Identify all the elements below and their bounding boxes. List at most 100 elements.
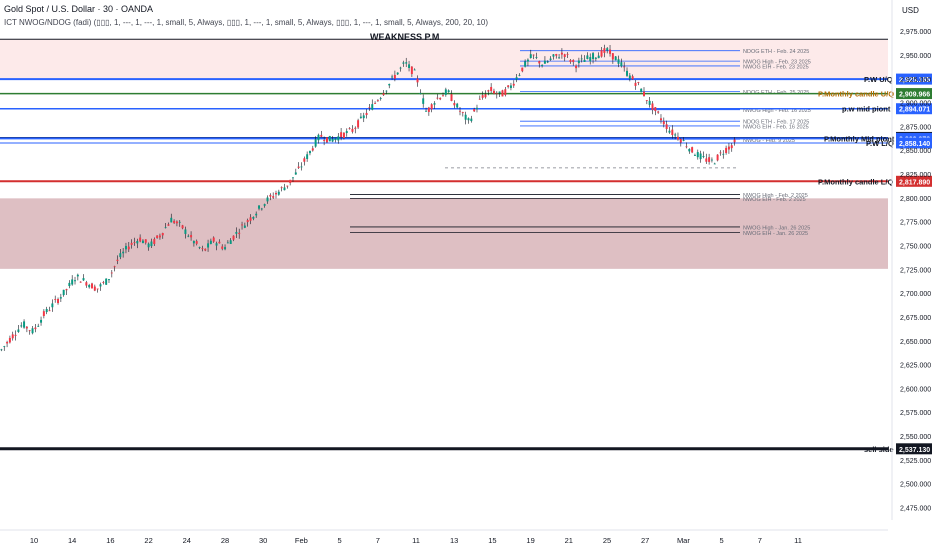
price-badge [896,443,932,455]
candle-body [153,239,156,245]
price-tick-label: 2,775.000 [900,220,931,227]
candle-body [164,227,167,229]
candle-body [727,146,730,150]
candle-body [430,104,433,110]
candle-body [238,232,241,235]
currency-label[interactable]: USD [902,6,919,15]
candle-body [303,158,306,162]
candle-body [167,224,170,226]
indicator-legend[interactable]: ICT NWOG/NDOG (fadi) (▯▯▯, 1, ---, 1, --… [4,18,489,27]
candle-body [337,136,340,141]
candle-body [589,57,592,62]
candle-body [173,220,176,223]
candle-body [702,156,705,158]
candle-body [28,330,31,332]
candle-body [59,297,62,299]
candle-body [733,139,736,143]
candle-body [577,60,580,64]
price-tick-label: 2,625.000 [900,363,931,370]
candle-body [286,185,289,187]
candle-body [674,134,677,136]
candle-body [181,225,184,229]
candle-body [495,93,498,95]
time-tick-label: 14 [68,536,76,545]
candle-body [532,54,535,56]
candle-body [399,67,402,69]
candle-body [475,107,478,110]
time-tick-label: 30 [259,536,267,545]
candle-body [478,98,481,100]
candle-body [68,282,71,287]
candle-body [408,64,411,68]
candle-body [668,130,671,133]
candle-body [266,197,269,202]
candle-body [371,104,374,110]
candle-body [110,272,113,274]
candle-body [306,154,309,160]
price-tick-label: 2,575.000 [900,410,931,417]
candle-body [0,349,3,351]
candle-body [543,60,546,64]
price-tick-label: 2,525.000 [900,458,931,465]
level-label: sell side [864,445,894,454]
candle-body [526,59,529,62]
candle-body [6,342,9,344]
symbol-title[interactable]: Gold Spot / U.S. Dollar · 30 · OANDA [4,4,154,14]
candle-body [116,259,119,261]
time-tick-label: 7 [376,536,380,545]
candle-body [524,61,527,67]
candle-body [14,334,17,336]
candle-body [572,59,575,63]
zones [0,39,888,269]
candle-body [17,329,20,332]
time-tick-label: Feb [295,536,308,545]
gap-label: NDOG ETH - Feb. 17 2025 [743,120,809,126]
candle-body [611,53,614,60]
candle-body [348,128,351,130]
candle-body [201,248,204,250]
time-tick-label: 15 [488,536,496,545]
candle-body [388,83,391,86]
candle-body [368,107,371,109]
candle-body [215,243,218,246]
candle-body [410,66,413,75]
price-badge-text: 2,909.966 [899,92,930,99]
candle-body [560,52,563,55]
candle-body [492,90,495,94]
candle-body [645,100,648,101]
candle-body [541,64,544,66]
candle-body [212,237,215,242]
price-badge [896,137,932,149]
time-tick-label: 11 [794,536,802,545]
candle-body [473,109,476,112]
candle-body [730,145,733,149]
candle-body [48,310,51,312]
candle-body [320,134,323,137]
gap-label: NWOG EIH - Feb. 16 2025 [743,124,809,130]
candle-body [141,240,144,244]
candle-body [419,93,422,94]
candle-body [226,242,229,244]
candle-body [634,82,637,86]
candle-body [328,135,331,142]
candle-body [643,91,645,97]
candle-body [96,288,99,290]
candle-body [280,187,283,189]
candle-body [314,139,317,147]
candle-body [334,138,337,141]
candle-body [139,237,142,242]
candle-body [184,229,187,234]
candle-body [207,243,210,248]
candle-body [433,103,436,105]
candle-body [563,54,566,58]
candle-body [470,118,473,122]
candle-body [385,90,388,92]
candle-body [391,76,394,78]
candle-body [716,154,719,161]
candle-body [628,75,631,79]
candle-body [699,153,702,160]
candle-body [671,129,674,136]
time-tick-label: 5 [720,536,724,545]
candle-body [498,91,501,94]
